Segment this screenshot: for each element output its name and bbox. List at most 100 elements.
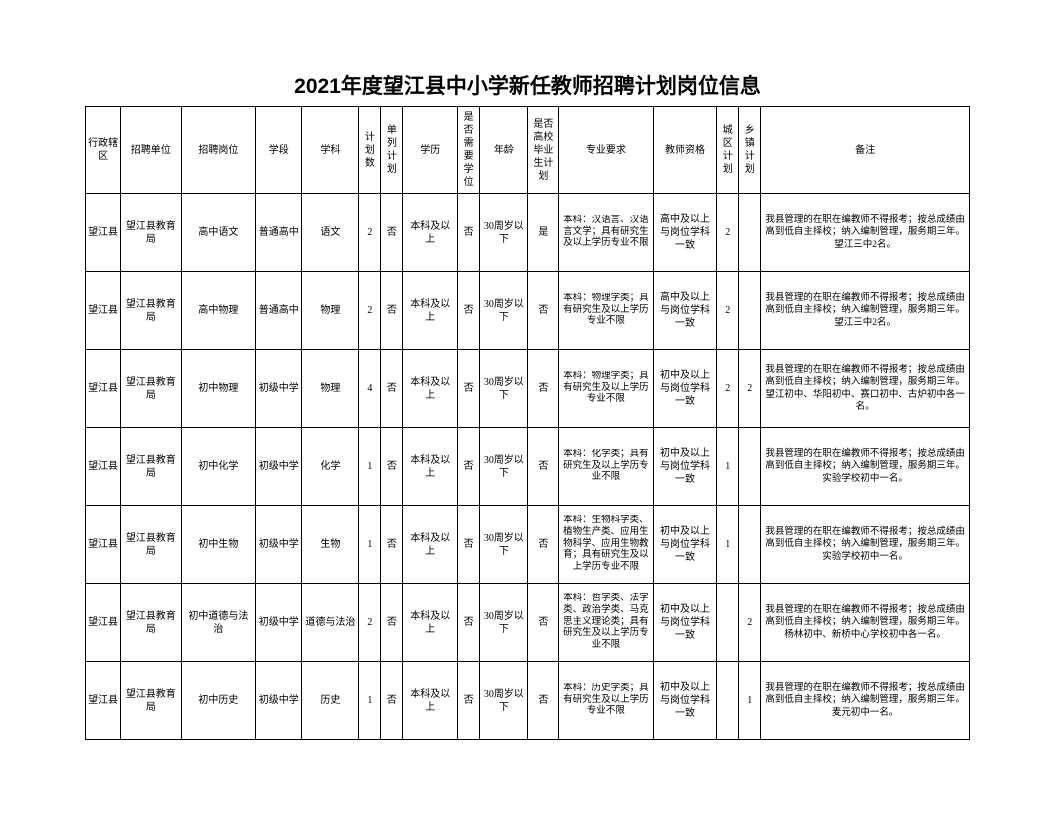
cell-subject: 物理 bbox=[302, 272, 359, 350]
cell-unit: 望江县教育局 bbox=[121, 584, 181, 662]
cell-grad: 否 bbox=[528, 662, 559, 740]
table-row: 望江县望江县教育局初中历史初级中学历史1否本科及以上否30周岁以下否本科：历史学… bbox=[86, 662, 970, 740]
cell-count: 2 bbox=[359, 272, 381, 350]
cell-city: 2 bbox=[717, 194, 739, 272]
table-title: 2021年度望江县中小学新任教师招聘计划岗位信息 bbox=[85, 70, 970, 100]
cell-grad: 否 bbox=[528, 584, 559, 662]
cell-district: 望江县 bbox=[86, 506, 121, 584]
cell-edu: 本科及以上 bbox=[403, 272, 458, 350]
cell-remark: 我县管理的在职在编教师不得报考；按总成绩由高到低自主择校；纳入编制管理，服务期三… bbox=[761, 506, 970, 584]
cell-post: 初中道德与法治 bbox=[181, 584, 256, 662]
cell-count: 2 bbox=[359, 584, 381, 662]
cell-city bbox=[717, 584, 739, 662]
cell-city bbox=[717, 662, 739, 740]
cell-remark: 我县管理的在职在编教师不得报考；按总成绩由高到低自主择校；纳入编制管理，服务期三… bbox=[761, 350, 970, 428]
column-header-degree: 是否需要学位 bbox=[458, 107, 480, 194]
cell-town bbox=[739, 272, 761, 350]
cell-city: 2 bbox=[717, 350, 739, 428]
cell-grad: 否 bbox=[528, 350, 559, 428]
recruitment-table: 行政辖区招聘单位招聘岗位学段学科计划数单列计划学历是否需要学位年龄是否高校毕业生… bbox=[85, 106, 970, 740]
cell-single: 否 bbox=[381, 350, 403, 428]
cell-post: 高中语文 bbox=[181, 194, 256, 272]
cell-stage: 初级中学 bbox=[256, 428, 302, 506]
cell-count: 4 bbox=[359, 350, 381, 428]
cell-district: 望江县 bbox=[86, 350, 121, 428]
cell-cert: 初中及以上与岗位学科一致 bbox=[653, 506, 717, 584]
cell-district: 望江县 bbox=[86, 662, 121, 740]
cell-town: 2 bbox=[739, 350, 761, 428]
cell-unit: 望江县教育局 bbox=[121, 662, 181, 740]
cell-major: 本科：生物科学类、植物生产类、应用生物科学、应用生物教育；具有研究生及以上学历专… bbox=[559, 506, 653, 584]
cell-major: 本科：化学类；具有研究生及以上学历专业不限 bbox=[559, 428, 653, 506]
cell-edu: 本科及以上 bbox=[403, 428, 458, 506]
cell-subject: 历史 bbox=[302, 662, 359, 740]
cell-post: 高中物理 bbox=[181, 272, 256, 350]
cell-cert: 高中及以上与岗位学科一致 bbox=[653, 272, 717, 350]
cell-subject: 生物 bbox=[302, 506, 359, 584]
cell-degree: 否 bbox=[458, 506, 480, 584]
cell-degree: 否 bbox=[458, 662, 480, 740]
cell-subject: 物理 bbox=[302, 350, 359, 428]
cell-age: 30周岁以下 bbox=[480, 272, 528, 350]
table-header-row: 行政辖区招聘单位招聘岗位学段学科计划数单列计划学历是否需要学位年龄是否高校毕业生… bbox=[86, 107, 970, 194]
cell-stage: 初级中学 bbox=[256, 350, 302, 428]
cell-stage: 普通高中 bbox=[256, 272, 302, 350]
cell-grad: 否 bbox=[528, 506, 559, 584]
table-row: 望江县望江县教育局高中物理普通高中物理2否本科及以上否30周岁以下否本科：物理学… bbox=[86, 272, 970, 350]
table-body: 望江县望江县教育局高中语文普通高中语文2否本科及以上否30周岁以下是本科：汉语言… bbox=[86, 194, 970, 740]
cell-age: 30周岁以下 bbox=[480, 350, 528, 428]
cell-edu: 本科及以上 bbox=[403, 194, 458, 272]
cell-grad: 否 bbox=[528, 428, 559, 506]
cell-cert: 初中及以上与岗位学科一致 bbox=[653, 584, 717, 662]
cell-district: 望江县 bbox=[86, 428, 121, 506]
cell-town bbox=[739, 506, 761, 584]
cell-edu: 本科及以上 bbox=[403, 584, 458, 662]
table-row: 望江县望江县教育局初中道德与法治初级中学道德与法治2否本科及以上否30周岁以下否… bbox=[86, 584, 970, 662]
cell-city: 1 bbox=[717, 506, 739, 584]
cell-district: 望江县 bbox=[86, 272, 121, 350]
cell-single: 否 bbox=[381, 272, 403, 350]
cell-stage: 普通高中 bbox=[256, 194, 302, 272]
cell-single: 否 bbox=[381, 428, 403, 506]
cell-unit: 望江县教育局 bbox=[121, 350, 181, 428]
cell-city: 2 bbox=[717, 272, 739, 350]
cell-city: 1 bbox=[717, 428, 739, 506]
page-container: 2021年度望江县中小学新任教师招聘计划岗位信息 行政辖区招聘单位招聘岗位学段学… bbox=[0, 0, 1055, 780]
cell-stage: 初级中学 bbox=[256, 506, 302, 584]
cell-district: 望江县 bbox=[86, 584, 121, 662]
cell-single: 否 bbox=[381, 194, 403, 272]
cell-age: 30周岁以下 bbox=[480, 506, 528, 584]
cell-cert: 初中及以上与岗位学科一致 bbox=[653, 350, 717, 428]
cell-subject: 化学 bbox=[302, 428, 359, 506]
cell-town: 2 bbox=[739, 584, 761, 662]
table-row: 望江县望江县教育局初中物理初级中学物理4否本科及以上否30周岁以下否本科：物理学… bbox=[86, 350, 970, 428]
cell-unit: 望江县教育局 bbox=[121, 506, 181, 584]
column-header-stage: 学段 bbox=[256, 107, 302, 194]
column-header-age: 年龄 bbox=[480, 107, 528, 194]
cell-major: 本科：汉语言、汉语言文学；具有研究生及以上学历专业不限 bbox=[559, 194, 653, 272]
cell-degree: 否 bbox=[458, 350, 480, 428]
cell-major: 本科：物理学类；具有研究生及以上学历专业不限 bbox=[559, 350, 653, 428]
column-header-subject: 学科 bbox=[302, 107, 359, 194]
cell-major: 本科：哲学类、法学类、政治学类、马克思主义理论类；具有研究生及以上学历专业不限 bbox=[559, 584, 653, 662]
column-header-cert: 教师资格 bbox=[653, 107, 717, 194]
cell-town bbox=[739, 194, 761, 272]
cell-degree: 否 bbox=[458, 584, 480, 662]
cell-post: 初中历史 bbox=[181, 662, 256, 740]
cell-grad: 否 bbox=[528, 272, 559, 350]
cell-degree: 否 bbox=[458, 194, 480, 272]
column-header-major: 专业要求 bbox=[559, 107, 653, 194]
column-header-district: 行政辖区 bbox=[86, 107, 121, 194]
cell-remark: 我县管理的在职在编教师不得报考；按总成绩由高到低自主择校；纳入编制管理，服务期三… bbox=[761, 662, 970, 740]
cell-unit: 望江县教育局 bbox=[121, 272, 181, 350]
column-header-single: 单列计划 bbox=[381, 107, 403, 194]
cell-post: 初中生物 bbox=[181, 506, 256, 584]
column-header-count: 计划数 bbox=[359, 107, 381, 194]
cell-remark: 我县管理的在职在编教师不得报考；按总成绩由高到低自主择校；纳入编制管理，服务期三… bbox=[761, 272, 970, 350]
column-header-city: 城区计划 bbox=[717, 107, 739, 194]
cell-post: 初中化学 bbox=[181, 428, 256, 506]
cell-count: 1 bbox=[359, 428, 381, 506]
cell-single: 否 bbox=[381, 506, 403, 584]
cell-count: 1 bbox=[359, 506, 381, 584]
cell-subject: 语文 bbox=[302, 194, 359, 272]
